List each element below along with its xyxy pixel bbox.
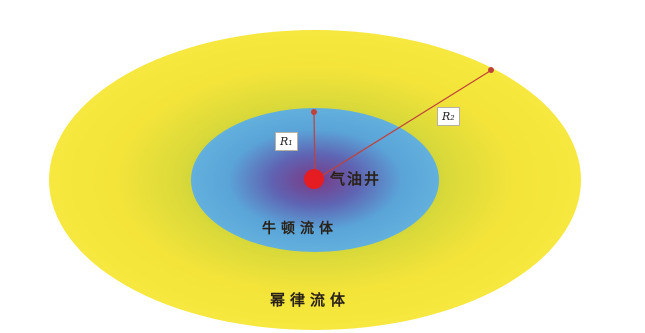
inner-zone-label: 牛顿流体 bbox=[262, 221, 338, 237]
r1-radius-arrow bbox=[313, 112, 316, 181]
r1-label-box: R₁ bbox=[275, 132, 298, 151]
well-dot bbox=[304, 169, 324, 189]
r2-radius-arrow bbox=[314, 70, 491, 181]
r2-label-box: R₂ bbox=[437, 107, 460, 126]
well-label: 气油井 bbox=[330, 170, 382, 188]
r2-arrow-tip bbox=[488, 67, 494, 73]
r1-arrow-tip bbox=[311, 109, 317, 115]
outer-zone-label: 幂律流体 bbox=[270, 291, 351, 309]
